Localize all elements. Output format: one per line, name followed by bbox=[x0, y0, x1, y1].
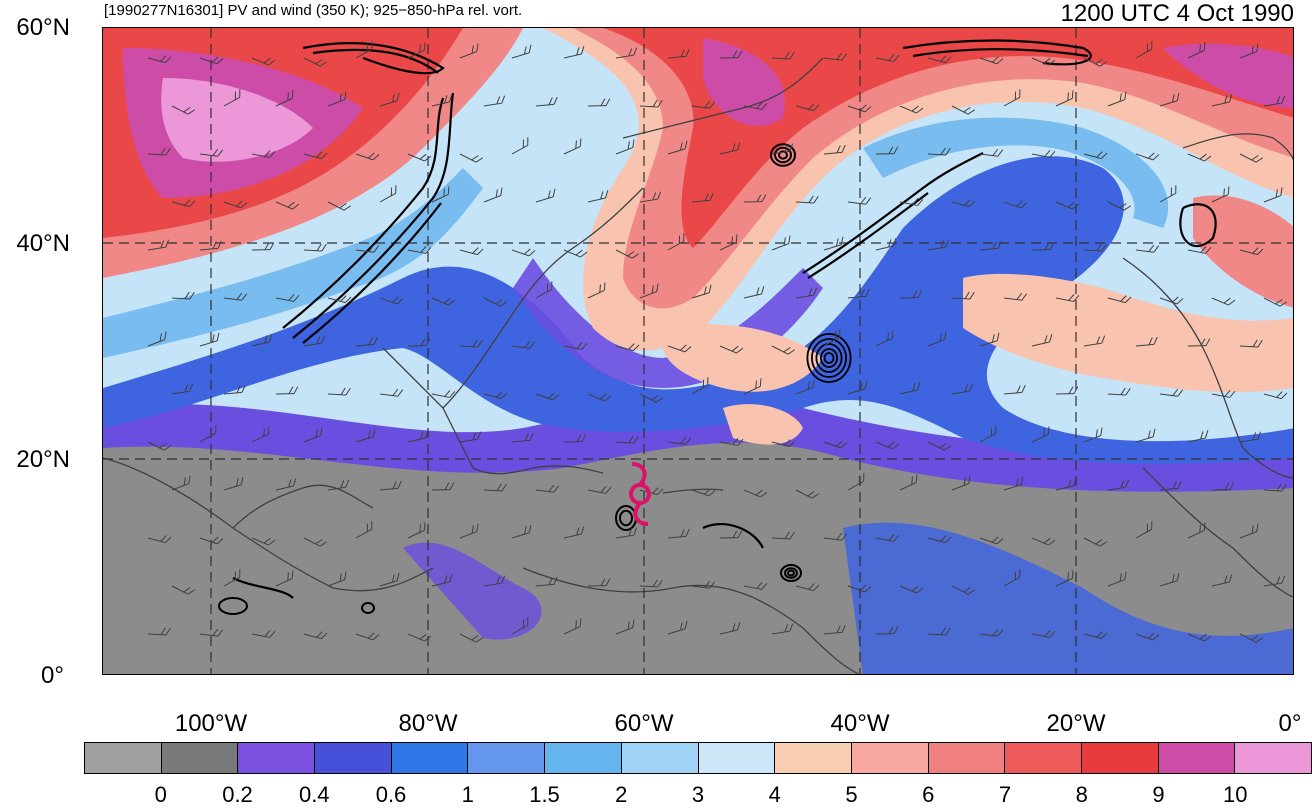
colorbar-tick-label: 0 bbox=[155, 782, 167, 808]
lat-label-40n: 40°N bbox=[0, 230, 70, 258]
colorbar-tick-label: 0.4 bbox=[299, 782, 330, 808]
colorbar-swatch bbox=[545, 743, 622, 773]
lat-label-0: 0° bbox=[0, 662, 64, 690]
colorbar-tick-label: 0.6 bbox=[376, 782, 407, 808]
colorbar-swatch bbox=[392, 743, 469, 773]
colorbar-tick-label: 7 bbox=[999, 782, 1011, 808]
colorbar-swatch bbox=[699, 743, 776, 773]
colorbar-tick-label: 1 bbox=[462, 782, 474, 808]
colorbar-swatch bbox=[1082, 743, 1159, 773]
colorbar-swatch bbox=[85, 743, 162, 773]
colorbar-swatch bbox=[315, 743, 392, 773]
colorbar-tick-label: 2 bbox=[615, 782, 627, 808]
colorbar-tick-label: 10 bbox=[1223, 782, 1247, 808]
colorbar-swatch bbox=[852, 743, 929, 773]
lat-label-20n: 20°N bbox=[0, 446, 70, 474]
colorbar-tick-label: 1.5 bbox=[529, 782, 560, 808]
colorbar-tick-label: 9 bbox=[1152, 782, 1164, 808]
lat-label-60n: 60°N bbox=[0, 14, 70, 42]
colorbar-tick-label: 0.2 bbox=[222, 782, 253, 808]
colorbar-swatch bbox=[238, 743, 315, 773]
colorbar-swatch bbox=[162, 743, 239, 773]
lon-label-0: 0° bbox=[1279, 710, 1302, 738]
lon-label-40w: 40°W bbox=[831, 710, 890, 738]
colorbar-swatch bbox=[1005, 743, 1082, 773]
colorbar-tick-label: 8 bbox=[1076, 782, 1088, 808]
colorbar-swatch bbox=[468, 743, 545, 773]
colorbar-tick-label: 4 bbox=[769, 782, 781, 808]
pv-map bbox=[103, 28, 1294, 675]
pv-colorbar bbox=[84, 742, 1312, 774]
colorbar-swatch bbox=[775, 743, 852, 773]
lon-label-20w: 20°W bbox=[1047, 710, 1106, 738]
colorbar-tick-label: 5 bbox=[845, 782, 857, 808]
pv-shading bbox=[103, 28, 1294, 675]
lon-label-100w: 100°W bbox=[175, 710, 247, 738]
map-frame bbox=[102, 27, 1294, 675]
lon-label-60w: 60°W bbox=[615, 710, 674, 738]
colorbar-tick-label: 3 bbox=[692, 782, 704, 808]
colorbar-swatch bbox=[929, 743, 1006, 773]
colorbar-swatch bbox=[1235, 743, 1311, 773]
colorbar-tick-label: 6 bbox=[922, 782, 934, 808]
figure-title-left: [1990277N16301] PV and wind (350 K); 925… bbox=[104, 2, 522, 19]
colorbar-swatch bbox=[622, 743, 699, 773]
colorbar-swatch bbox=[1159, 743, 1236, 773]
lon-label-80w: 80°W bbox=[399, 710, 458, 738]
figure-title-right: 1200 UTC 4 Oct 1990 bbox=[1061, 0, 1294, 28]
